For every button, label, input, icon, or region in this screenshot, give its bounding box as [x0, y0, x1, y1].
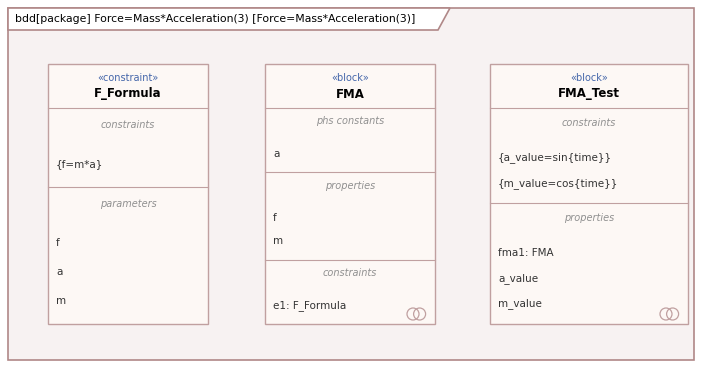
Text: m: m [56, 296, 66, 306]
Text: «constraint»: «constraint» [98, 73, 159, 83]
FancyBboxPatch shape [490, 64, 688, 324]
Text: fma1: FMA: fma1: FMA [498, 248, 554, 258]
Text: bdd[package] Force=Mass*Acceleration(3) [Force=Mass*Acceleration(3)]: bdd[package] Force=Mass*Acceleration(3) … [15, 14, 416, 24]
FancyBboxPatch shape [48, 64, 208, 324]
Text: phs constants: phs constants [316, 117, 384, 127]
Text: F_Formula: F_Formula [94, 88, 162, 100]
Text: {f=m*a}: {f=m*a} [56, 159, 103, 169]
Text: a: a [273, 149, 279, 159]
Text: e1: F_Formula: e1: F_Formula [273, 300, 346, 311]
Text: «block»: «block» [331, 73, 369, 83]
Text: f: f [273, 213, 277, 223]
Text: f: f [56, 238, 60, 248]
Text: properties: properties [564, 213, 614, 223]
Text: constraints: constraints [323, 268, 377, 278]
Text: constraints: constraints [101, 120, 155, 130]
Text: parameters: parameters [100, 199, 157, 209]
Text: a_value: a_value [498, 273, 538, 284]
FancyBboxPatch shape [265, 64, 435, 324]
Polygon shape [8, 8, 450, 30]
FancyBboxPatch shape [8, 8, 694, 360]
Text: a: a [56, 267, 62, 277]
Text: «block»: «block» [570, 73, 608, 83]
Text: {m_value=cos{time}}: {m_value=cos{time}} [498, 178, 618, 188]
Text: m: m [273, 236, 283, 246]
Text: FMA: FMA [336, 88, 364, 100]
Text: {a_value=sin{time}}: {a_value=sin{time}} [498, 152, 612, 163]
Text: m_value: m_value [498, 298, 542, 309]
Text: properties: properties [325, 181, 375, 191]
Text: constraints: constraints [562, 118, 616, 128]
Text: FMA_Test: FMA_Test [558, 88, 620, 100]
